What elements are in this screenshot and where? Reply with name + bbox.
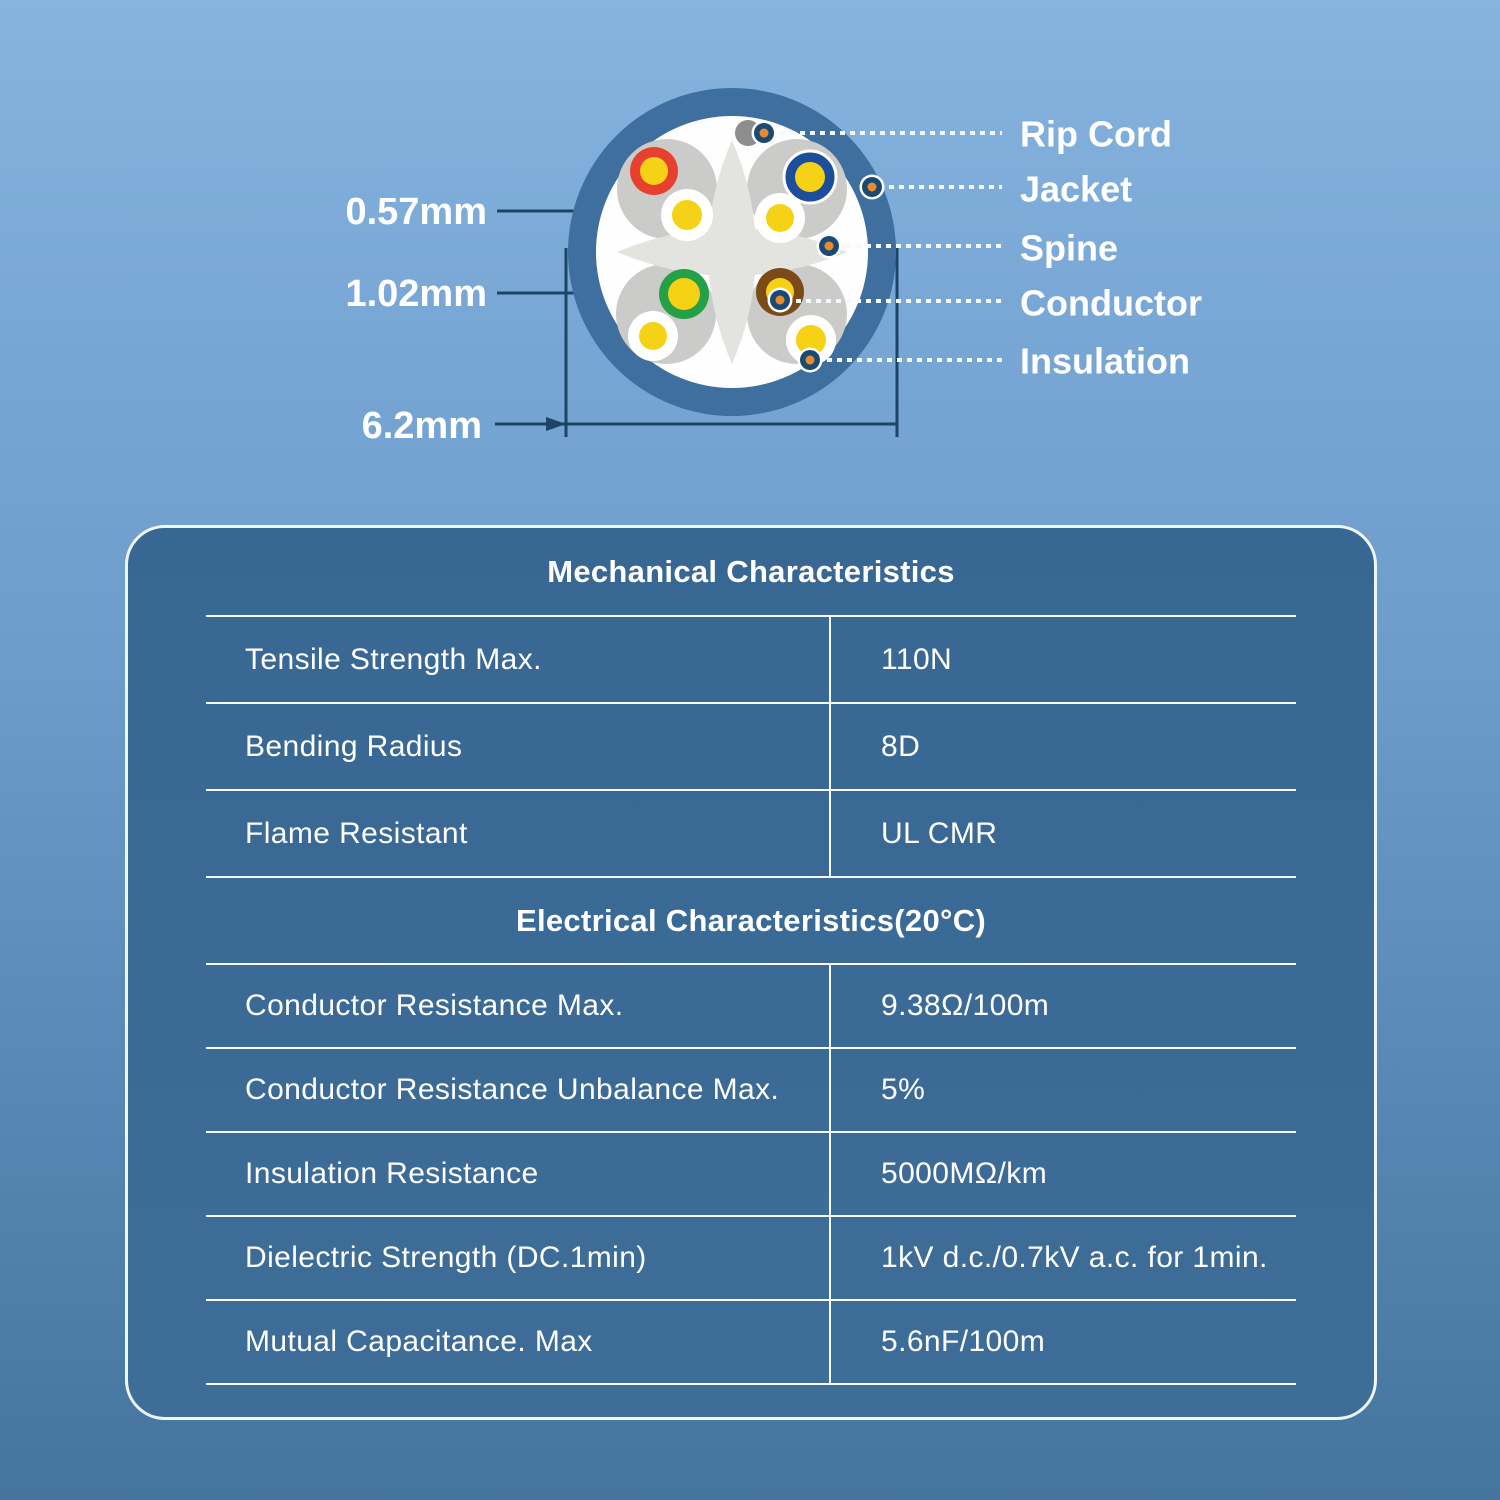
row-separator — [206, 1131, 1296, 1133]
row-label: Flame Resistant — [245, 816, 468, 850]
wire-green-conductor — [668, 278, 700, 310]
row-value: 5% — [829, 1049, 1374, 1131]
callout-label-spine: Spine — [1020, 228, 1118, 269]
wire-red-conductor — [640, 157, 668, 185]
marker-dot — [759, 128, 769, 138]
measurement-insulation-diameter: 1.02mm — [345, 273, 487, 315]
row-label: Insulation Resistance — [245, 1157, 539, 1190]
callout-label-jacket: Jacket — [1020, 169, 1132, 210]
row-separator — [206, 615, 1296, 617]
marker-conductor — [767, 287, 793, 313]
specifications-panel: Mechanical Characteristics Tensile Stren… — [125, 525, 1377, 1420]
marker-dot — [775, 295, 785, 305]
marker-insulation — [797, 347, 823, 373]
wire-white-ne-conductor — [766, 204, 794, 232]
table-row: Tensile Strength Max. 110N — [128, 617, 1374, 702]
row-separator — [206, 1383, 1296, 1385]
table-row: Insulation Resistance 5000MΩ/km — [128, 1133, 1374, 1215]
leader-lines — [780, 131, 1002, 362]
marker-spine — [816, 233, 842, 259]
table-row: Flame Resistant UL CMR — [128, 791, 1374, 876]
callout-label-conductor: Conductor — [1020, 283, 1202, 324]
row-separator — [206, 876, 1296, 878]
row-label: Mutual Capacitance. Max — [245, 1325, 593, 1358]
row-value: 5.6nF/100m — [829, 1301, 1374, 1383]
section-title-mechanical: Mechanical Characteristics — [547, 553, 955, 589]
measurement-overall-diameter: 6.2mm — [362, 405, 482, 447]
table-row: Conductor Resistance Max. 9.38Ω/100m — [128, 965, 1374, 1047]
row-separator — [206, 963, 1296, 965]
row-label: Tensile Strength Max. — [245, 642, 542, 676]
wire-white-se-conductor — [796, 325, 826, 355]
row-value: 1kV d.c./0.7kV a.c. for 1min. — [829, 1217, 1374, 1299]
arrowhead — [546, 417, 566, 431]
wire-white-sw-conductor — [639, 322, 667, 350]
callout-label-insulation: Insulation — [1020, 341, 1190, 382]
table-row: Bending Radius 8D — [128, 704, 1374, 789]
row-label: Bending Radius — [245, 729, 463, 763]
measurement-conductor-diameter: 0.57mm — [345, 191, 487, 233]
row-label: Dielectric Strength (DC.1min) — [245, 1241, 647, 1274]
section-title-electrical: Electrical Characteristics(20°C) — [516, 902, 986, 938]
callout-markers — [751, 120, 885, 373]
row-value: UL CMR — [829, 791, 1374, 876]
row-separator — [206, 1299, 1296, 1301]
table-row: Mutual Capacitance. Max 5.6nF/100m — [128, 1301, 1374, 1383]
row-separator — [206, 1215, 1296, 1217]
marker-dot — [867, 182, 877, 192]
row-value: 110N — [829, 617, 1374, 702]
table-row: Conductor Resistance Unbalance Max. 5% — [128, 1049, 1374, 1131]
cable-diagram-svg: 0.57mm 1.02mm 6.2mm Rip Cord Jacket Spin… — [345, 88, 1202, 447]
callout-label-rip-cord: Rip Cord — [1020, 114, 1172, 155]
row-separator — [206, 789, 1296, 791]
row-value: 8D — [829, 704, 1374, 789]
row-value: 9.38Ω/100m — [829, 965, 1374, 1047]
row-label: Conductor Resistance Unbalance Max. — [245, 1073, 780, 1106]
cable-cross-section-diagram: 0.57mm 1.02mm 6.2mm Rip Cord Jacket Spin… — [0, 0, 1500, 480]
marker-rip-cord — [751, 120, 777, 146]
row-label: Conductor Resistance Max. — [245, 989, 624, 1022]
table-row: Dielectric Strength (DC.1min) 1kV d.c./0… — [128, 1217, 1374, 1299]
row-separator — [206, 702, 1296, 704]
cable-body — [568, 88, 896, 416]
marker-dot — [805, 355, 815, 365]
wire-blue-conductor — [795, 162, 825, 192]
row-value: 5000MΩ/km — [829, 1133, 1374, 1215]
wire-white-nw-conductor — [672, 200, 702, 230]
row-separator — [206, 1047, 1296, 1049]
marker-jacket — [859, 174, 885, 200]
panel-bottom-padding — [128, 1385, 1374, 1417]
marker-dot — [824, 241, 834, 251]
